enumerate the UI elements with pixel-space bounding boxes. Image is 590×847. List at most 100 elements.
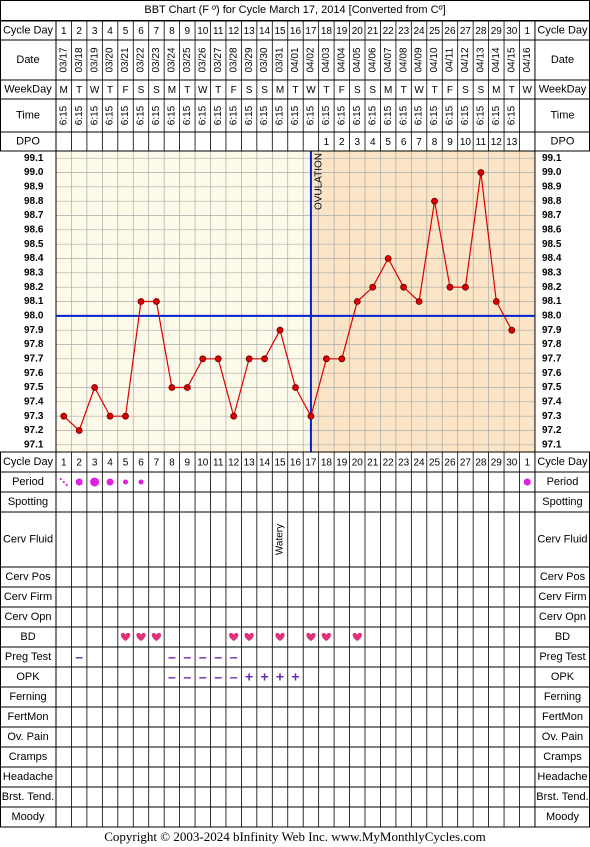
cycle-days-cell: 25 — [429, 458, 441, 469]
row-label-right: DPO — [551, 135, 575, 147]
chart-title: BBT Chart (F º) for Cycle March 17, 2014… — [144, 4, 445, 16]
times-cell: 6:15 — [89, 105, 100, 125]
bd-heart — [151, 632, 162, 641]
y-tick-label-right: 97.4 — [542, 396, 562, 407]
weekdays-cell: T — [76, 85, 82, 96]
dates-cell: 03/24 — [167, 47, 178, 72]
times-cell: 6:15 — [136, 105, 147, 125]
temperature-point — [91, 384, 99, 391]
y-tick-label-right: 97.5 — [542, 382, 562, 393]
temperature-point — [153, 298, 160, 305]
dates-cell: 03/22 — [136, 47, 147, 72]
y-tick-label-right: 98.3 — [542, 267, 562, 278]
temperature-point — [384, 255, 392, 262]
bd-heart — [244, 632, 254, 641]
row-label: Cycle Day — [3, 24, 54, 36]
cycle-days-cell: 1 — [524, 26, 530, 37]
cycle-days-cell: 1 — [61, 458, 67, 469]
cycle-days-cell: 17 — [305, 26, 317, 37]
row-label-right: Date — [551, 54, 574, 66]
cycle-days-cell: 12 — [228, 26, 240, 37]
cycle-days-cell: 27 — [460, 458, 472, 469]
y-tick-label: 98.1 — [24, 296, 44, 307]
weekdays-cell: F — [339, 85, 345, 96]
y-tick-label: 97.2 — [24, 425, 44, 436]
row-label: Date — [16, 54, 39, 66]
bd-heart — [136, 632, 146, 641]
times-cell: 6:15 — [58, 105, 69, 125]
times-cell: 6:15 — [398, 105, 409, 125]
cycle-days-cell: 5 — [123, 26, 129, 37]
cycle-days-cell: 16 — [290, 458, 302, 469]
times-cell: 6:15 — [414, 105, 425, 125]
row-label-right: Spotting — [542, 496, 582, 508]
dates-cell: 04/12 — [460, 47, 471, 72]
cycle-days-cell: 24 — [414, 458, 426, 469]
row-label: Cerv Pos — [5, 571, 51, 583]
row-label: BD — [20, 631, 35, 643]
weekdays-cell: T — [431, 85, 437, 96]
row-label-right: Brst. Tend. — [536, 791, 588, 803]
times-cell: 6:15 — [460, 105, 471, 125]
weekdays-cell: W — [90, 85, 100, 96]
weekdays-cell: W — [306, 85, 316, 96]
bd-heart — [275, 632, 285, 641]
cycle-days-cell: 30 — [506, 458, 518, 469]
period-dot — [59, 477, 62, 481]
bd-heart — [321, 632, 331, 641]
cycle-days-cell: 29 — [491, 458, 503, 469]
dates-cell: 03/25 — [182, 47, 193, 72]
times-cell: 6:15 — [105, 105, 116, 125]
cycle-days-cell: 22 — [383, 458, 395, 469]
weekdays-cell: S — [354, 85, 361, 96]
row-label-right: Moody — [546, 811, 580, 823]
weekdays-cell: F — [122, 85, 128, 96]
times-cell: 6:15 — [151, 105, 162, 125]
cycle-days-cell: 22 — [383, 26, 395, 37]
cycle-days-cell: 7 — [154, 26, 160, 37]
cycle-days-cell: 12 — [228, 458, 240, 469]
cycle-days-cell: 4 — [107, 26, 113, 37]
times-cell: 6:15 — [476, 105, 487, 125]
preg-test-cell: – — [199, 649, 207, 665]
y-tick-label: 98.5 — [24, 239, 44, 250]
cycle-days-cell: 3 — [92, 26, 98, 37]
cycle-days-cell: 1 — [61, 26, 67, 37]
times-cell: 6:15 — [491, 105, 502, 125]
cycle-days-cell: 7 — [154, 458, 160, 469]
weekdays-cell: S — [246, 85, 253, 96]
cycle-days-cell: 27 — [460, 26, 472, 37]
y-tick-label: 98.4 — [24, 253, 44, 264]
dates-cell: 04/15 — [506, 47, 517, 72]
temperature-point — [245, 355, 253, 363]
cycle-days-cell: 21 — [367, 458, 379, 469]
temperature-line — [63, 172, 513, 432]
times-cell: 6:15 — [228, 105, 239, 125]
dpo-cell: 11 — [476, 137, 487, 148]
dates-cell: 03/17 — [58, 47, 69, 72]
preg-test-cell: – — [75, 649, 83, 665]
cycle-days-cell: 18 — [321, 26, 333, 37]
weekdays-cell: M — [492, 85, 500, 96]
cycle-days-cell: 14 — [259, 458, 271, 469]
temperature-point — [75, 427, 83, 434]
temperature-point — [415, 298, 423, 305]
y-tick-label-right: 97.8 — [542, 339, 562, 350]
row-label: Cycle Day — [3, 456, 54, 468]
weekdays-cell: T — [401, 85, 407, 96]
times-cell: 6:15 — [429, 105, 440, 125]
cycle-days-cell: 11 — [213, 26, 224, 37]
dates-cell: 04/08 — [398, 47, 409, 72]
y-tick-label: 97.5 — [24, 382, 44, 393]
cycle-days-cell: 15 — [274, 458, 286, 469]
y-tick-label: 97.9 — [24, 325, 44, 336]
row-label-right: Cerv Pos — [540, 571, 586, 583]
temperature-point — [199, 355, 207, 363]
cycle-days-cell: 4 — [107, 458, 113, 469]
period-dot — [62, 480, 65, 484]
temperature-point — [60, 412, 68, 420]
dates-cell: 03/27 — [213, 47, 224, 72]
dates-cell: 04/01 — [290, 47, 301, 72]
cycle-days-cell: 1 — [524, 458, 530, 469]
opk-cell: + — [291, 669, 299, 685]
